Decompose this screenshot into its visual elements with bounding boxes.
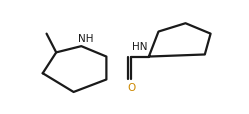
Text: O: O: [127, 82, 136, 92]
Text: HN: HN: [132, 42, 148, 52]
Text: NH: NH: [78, 34, 94, 43]
